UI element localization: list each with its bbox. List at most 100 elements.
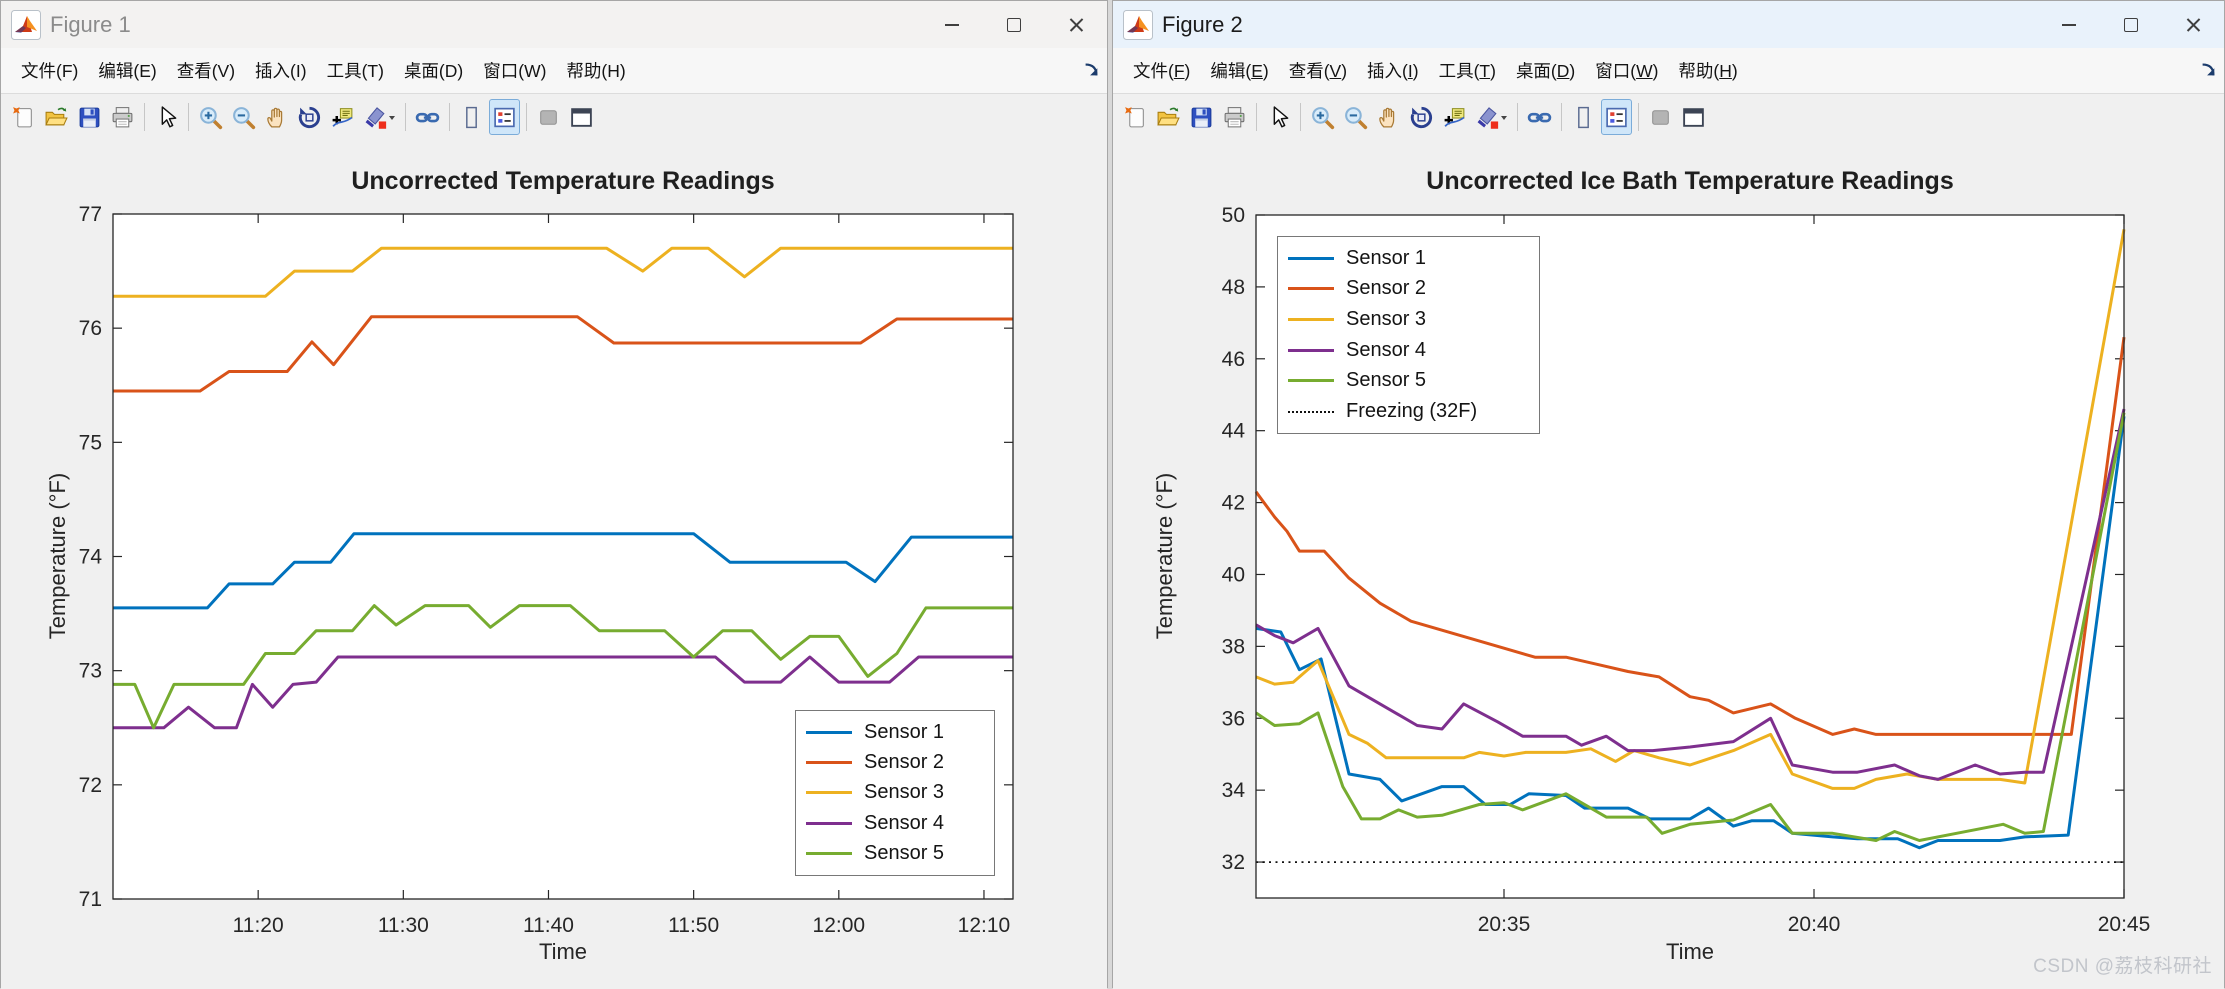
menu-item-I[interactable]: 插入(I) — [255, 61, 307, 81]
dock-figure-icon[interactable] — [2199, 61, 2217, 79]
toolbar-pan-button[interactable] — [1373, 99, 1404, 135]
legend-label: Freezing (32F) — [1346, 400, 1478, 423]
y-tick-label: 44 — [1222, 420, 1246, 443]
toolbar-save-figure-button[interactable] — [1186, 99, 1217, 135]
toolbar-new-figure-button[interactable] — [8, 99, 39, 135]
toolbar-show-plot-tools-dock-button[interactable] — [566, 99, 597, 135]
menu-item-F[interactable]: 文件(F) — [21, 61, 79, 81]
toolbar-open-file-button[interactable] — [1153, 99, 1184, 135]
zoom-in-icon — [1312, 106, 1335, 129]
menu-item-T[interactable]: 工具(T) — [1438, 61, 1496, 81]
toolbar-rotate-3d-button[interactable] — [1406, 99, 1437, 135]
zoom-out-icon — [1345, 106, 1368, 129]
hide-plot-tools-icon — [540, 109, 557, 125]
show-plot-tools-dock-icon — [1683, 107, 1704, 127]
insert-legend-icon — [494, 107, 515, 127]
axes-box — [1255, 214, 2125, 899]
toolbar-data-cursor-button[interactable] — [327, 99, 358, 135]
series-line-sensor-4 — [113, 655, 1013, 730]
toolbar-separator — [1517, 103, 1518, 131]
x-tick-label: 12:10 — [958, 914, 1011, 937]
toolbar-zoom-out-button[interactable] — [228, 99, 259, 135]
toolbar-zoom-in-button[interactable] — [1307, 99, 1338, 135]
toolbar-pan-button[interactable] — [261, 99, 292, 135]
toolbar-zoom-in-button[interactable] — [195, 99, 226, 135]
menu-bar: 文件(F) 编辑(E) 查看(V) 插入(I) 工具(T) 桌面(D) 窗口(W) 帮助(H) — [1113, 48, 2224, 94]
figure1-canvas: 11:20 11:30 11:40 11:50 12:00 12:10 71 72 73 74 75… — [1, 139, 1107, 989]
toolbar-print-figure-button[interactable] — [107, 99, 138, 135]
toolbar-separator — [526, 103, 527, 131]
menu-item-F[interactable]: 文件(F) — [1133, 61, 1191, 81]
toolbar-hide-plot-tools-button[interactable] — [1645, 99, 1676, 135]
legend-label: Sensor 4 — [1346, 338, 1427, 361]
legend-box[interactable]: Sensor 1 Sensor 2 Sensor 3 Sensor 4 Sensor 5 — [795, 710, 995, 876]
toolbar-hide-plot-tools-button[interactable] — [533, 99, 564, 135]
series-line-sensor-2 — [113, 315, 1013, 393]
toolbar-save-figure-button[interactable] — [74, 99, 105, 135]
toolbar-insert-legend-button[interactable] — [489, 99, 520, 135]
legend-line-sample — [806, 852, 852, 856]
toolbar-open-file-button[interactable] — [41, 99, 72, 135]
menu-item-D[interactable]: 桌面(D) — [403, 61, 464, 81]
zoom-in-icon — [200, 106, 223, 129]
menu-item-H[interactable]: 帮助(H) — [1678, 61, 1738, 81]
toolbar-print-figure-button[interactable] — [1219, 99, 1250, 135]
legend-line-sample — [1288, 287, 1334, 291]
legend-line-sample — [1288, 256, 1334, 260]
toolbar-brush-data-button[interactable] — [360, 99, 399, 135]
edit-plot-arrow-icon — [161, 105, 177, 127]
y-tick-label: 72 — [79, 774, 102, 797]
toolbar-edit-plot-arrow-button[interactable] — [151, 99, 182, 135]
minimize-icon — [945, 23, 959, 26]
legend-line-sample — [1288, 379, 1334, 383]
menu-item-D[interactable]: 桌面(D) — [1515, 61, 1576, 81]
menu-item-E[interactable]: 编辑(E) — [1210, 61, 1269, 81]
menu-item-H[interactable]: 帮助(H) — [566, 61, 626, 81]
x-tick-label: 11:40 — [523, 914, 574, 937]
menu-item-V[interactable]: 查看(V) — [176, 61, 236, 81]
figure1-titlebar: Figure 1 — [1, 1, 1107, 48]
legend-entry-sensor-1: Sensor 1 — [1288, 247, 1529, 270]
menu-item-T[interactable]: 工具(T) — [326, 61, 384, 81]
toolbar-link-plot-button[interactable] — [1524, 99, 1555, 135]
legend-line-sample — [806, 761, 852, 765]
menu-item-E[interactable]: 编辑(E) — [98, 61, 157, 81]
data-cursor-icon — [332, 107, 353, 127]
menu-item-I[interactable]: 插入(I) — [1367, 61, 1419, 81]
minimize-button[interactable] — [2038, 1, 2100, 48]
toolbar-data-cursor-button[interactable] — [1439, 99, 1470, 135]
toolbar-insert-colorbar-button[interactable] — [456, 99, 487, 135]
toolbar-new-figure-button[interactable] — [1120, 99, 1151, 135]
chart-title: Uncorrected Temperature Readings — [351, 167, 775, 195]
maximize-button[interactable] — [2100, 1, 2162, 48]
toolbar-zoom-out-button[interactable] — [1340, 99, 1371, 135]
toolbar-insert-colorbar-button[interactable] — [1568, 99, 1599, 135]
csdn-watermark: CSDN @荔枝科研社 — [2033, 956, 2212, 977]
close-button[interactable] — [1045, 1, 1107, 48]
maximize-button[interactable] — [983, 1, 1045, 48]
toolbar-insert-legend-button[interactable] — [1601, 99, 1632, 135]
y-tick-label: 36 — [1222, 707, 1245, 730]
close-button[interactable] — [2162, 1, 2224, 48]
toolbar-show-plot-tools-dock-button[interactable] — [1678, 99, 1709, 135]
figure-toolbar — [1113, 94, 2224, 141]
toolbar-link-plot-button[interactable] — [412, 99, 443, 135]
chevron-down-icon[interactable] — [1500, 105, 1508, 129]
toolbar-brush-data-button[interactable] — [1472, 99, 1511, 135]
legend-label: Sensor 2 — [864, 751, 945, 774]
menu-item-W[interactable]: 窗口(W) — [483, 61, 547, 81]
tick-marks: 20:35 20:40 20:45 32 34 36 38 40 42 44 46 48 50 — [1222, 204, 2151, 936]
x-axis-label: Time — [1665, 939, 1715, 964]
dock-figure-icon[interactable] — [1082, 61, 1100, 79]
menu-item-W[interactable]: 窗口(W) — [1595, 61, 1659, 81]
legend-entry-sensor-5: Sensor 5 — [1288, 369, 1529, 392]
toolbar-edit-plot-arrow-button[interactable] — [1263, 99, 1294, 135]
minimize-button[interactable] — [921, 1, 983, 48]
menu-item-V[interactable]: 查看(V) — [1288, 61, 1348, 81]
data-cursor-icon — [1444, 107, 1465, 127]
chevron-down-icon[interactable] — [388, 105, 396, 129]
y-tick-label: 48 — [1222, 276, 1245, 299]
legend-box[interactable]: Sensor 1 Sensor 2 Sensor 3 Sensor 4 Sensor 5… — [1277, 236, 1540, 434]
legend-label: Sensor 3 — [1346, 308, 1427, 331]
toolbar-rotate-3d-button[interactable] — [294, 99, 325, 135]
